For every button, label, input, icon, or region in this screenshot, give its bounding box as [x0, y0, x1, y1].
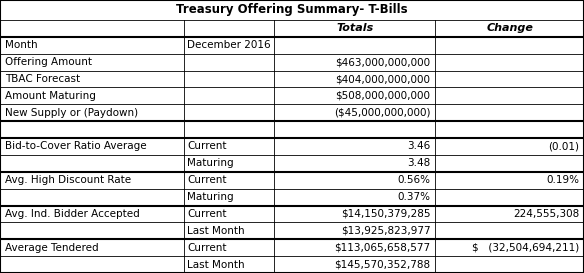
Text: Last Month: Last Month: [187, 226, 245, 236]
Text: 0.19%: 0.19%: [546, 175, 579, 185]
Text: Amount Maturing: Amount Maturing: [5, 91, 96, 101]
Text: Avg. Ind. Bidder Accepted: Avg. Ind. Bidder Accepted: [5, 209, 140, 219]
Text: $13,925,823,977: $13,925,823,977: [341, 226, 430, 236]
Text: $14,150,379,285: $14,150,379,285: [341, 209, 430, 219]
Text: Current: Current: [187, 209, 227, 219]
Text: TBAC Forecast: TBAC Forecast: [5, 74, 80, 84]
Text: Maturing: Maturing: [187, 192, 234, 202]
Text: 3.46: 3.46: [407, 141, 430, 152]
Text: $404,000,000,000: $404,000,000,000: [335, 74, 430, 84]
Text: Maturing: Maturing: [187, 158, 234, 168]
Text: 0.37%: 0.37%: [397, 192, 430, 202]
Text: Last Month: Last Month: [187, 260, 245, 269]
Text: Month: Month: [5, 40, 37, 50]
Text: $145,570,352,788: $145,570,352,788: [334, 260, 430, 269]
Text: 224,555,308: 224,555,308: [513, 209, 579, 219]
Text: Current: Current: [187, 175, 227, 185]
Text: $   (32,504,694,211): $ (32,504,694,211): [472, 243, 579, 253]
Text: Treasury Offering Summary- T-Bills: Treasury Offering Summary- T-Bills: [176, 3, 408, 16]
Text: ($45,000,000,000): ($45,000,000,000): [334, 108, 430, 118]
Text: New Supply or (Paydown): New Supply or (Paydown): [5, 108, 138, 118]
Text: Bid-to-Cover Ratio Average: Bid-to-Cover Ratio Average: [5, 141, 147, 152]
Text: 0.56%: 0.56%: [397, 175, 430, 185]
Text: $508,000,000,000: $508,000,000,000: [335, 91, 430, 101]
Text: Offering Amount: Offering Amount: [5, 57, 92, 67]
Text: 3.48: 3.48: [407, 158, 430, 168]
Text: Average Tendered: Average Tendered: [5, 243, 98, 253]
Text: Current: Current: [187, 243, 227, 253]
Text: (0.01): (0.01): [548, 141, 579, 152]
Text: Totals: Totals: [336, 23, 373, 33]
Text: Current: Current: [187, 141, 227, 152]
Text: $463,000,000,000: $463,000,000,000: [335, 57, 430, 67]
Text: Avg. High Discount Rate: Avg. High Discount Rate: [5, 175, 131, 185]
Text: December 2016: December 2016: [187, 40, 270, 50]
Text: Change: Change: [486, 23, 533, 33]
Text: $113,065,658,577: $113,065,658,577: [334, 243, 430, 253]
